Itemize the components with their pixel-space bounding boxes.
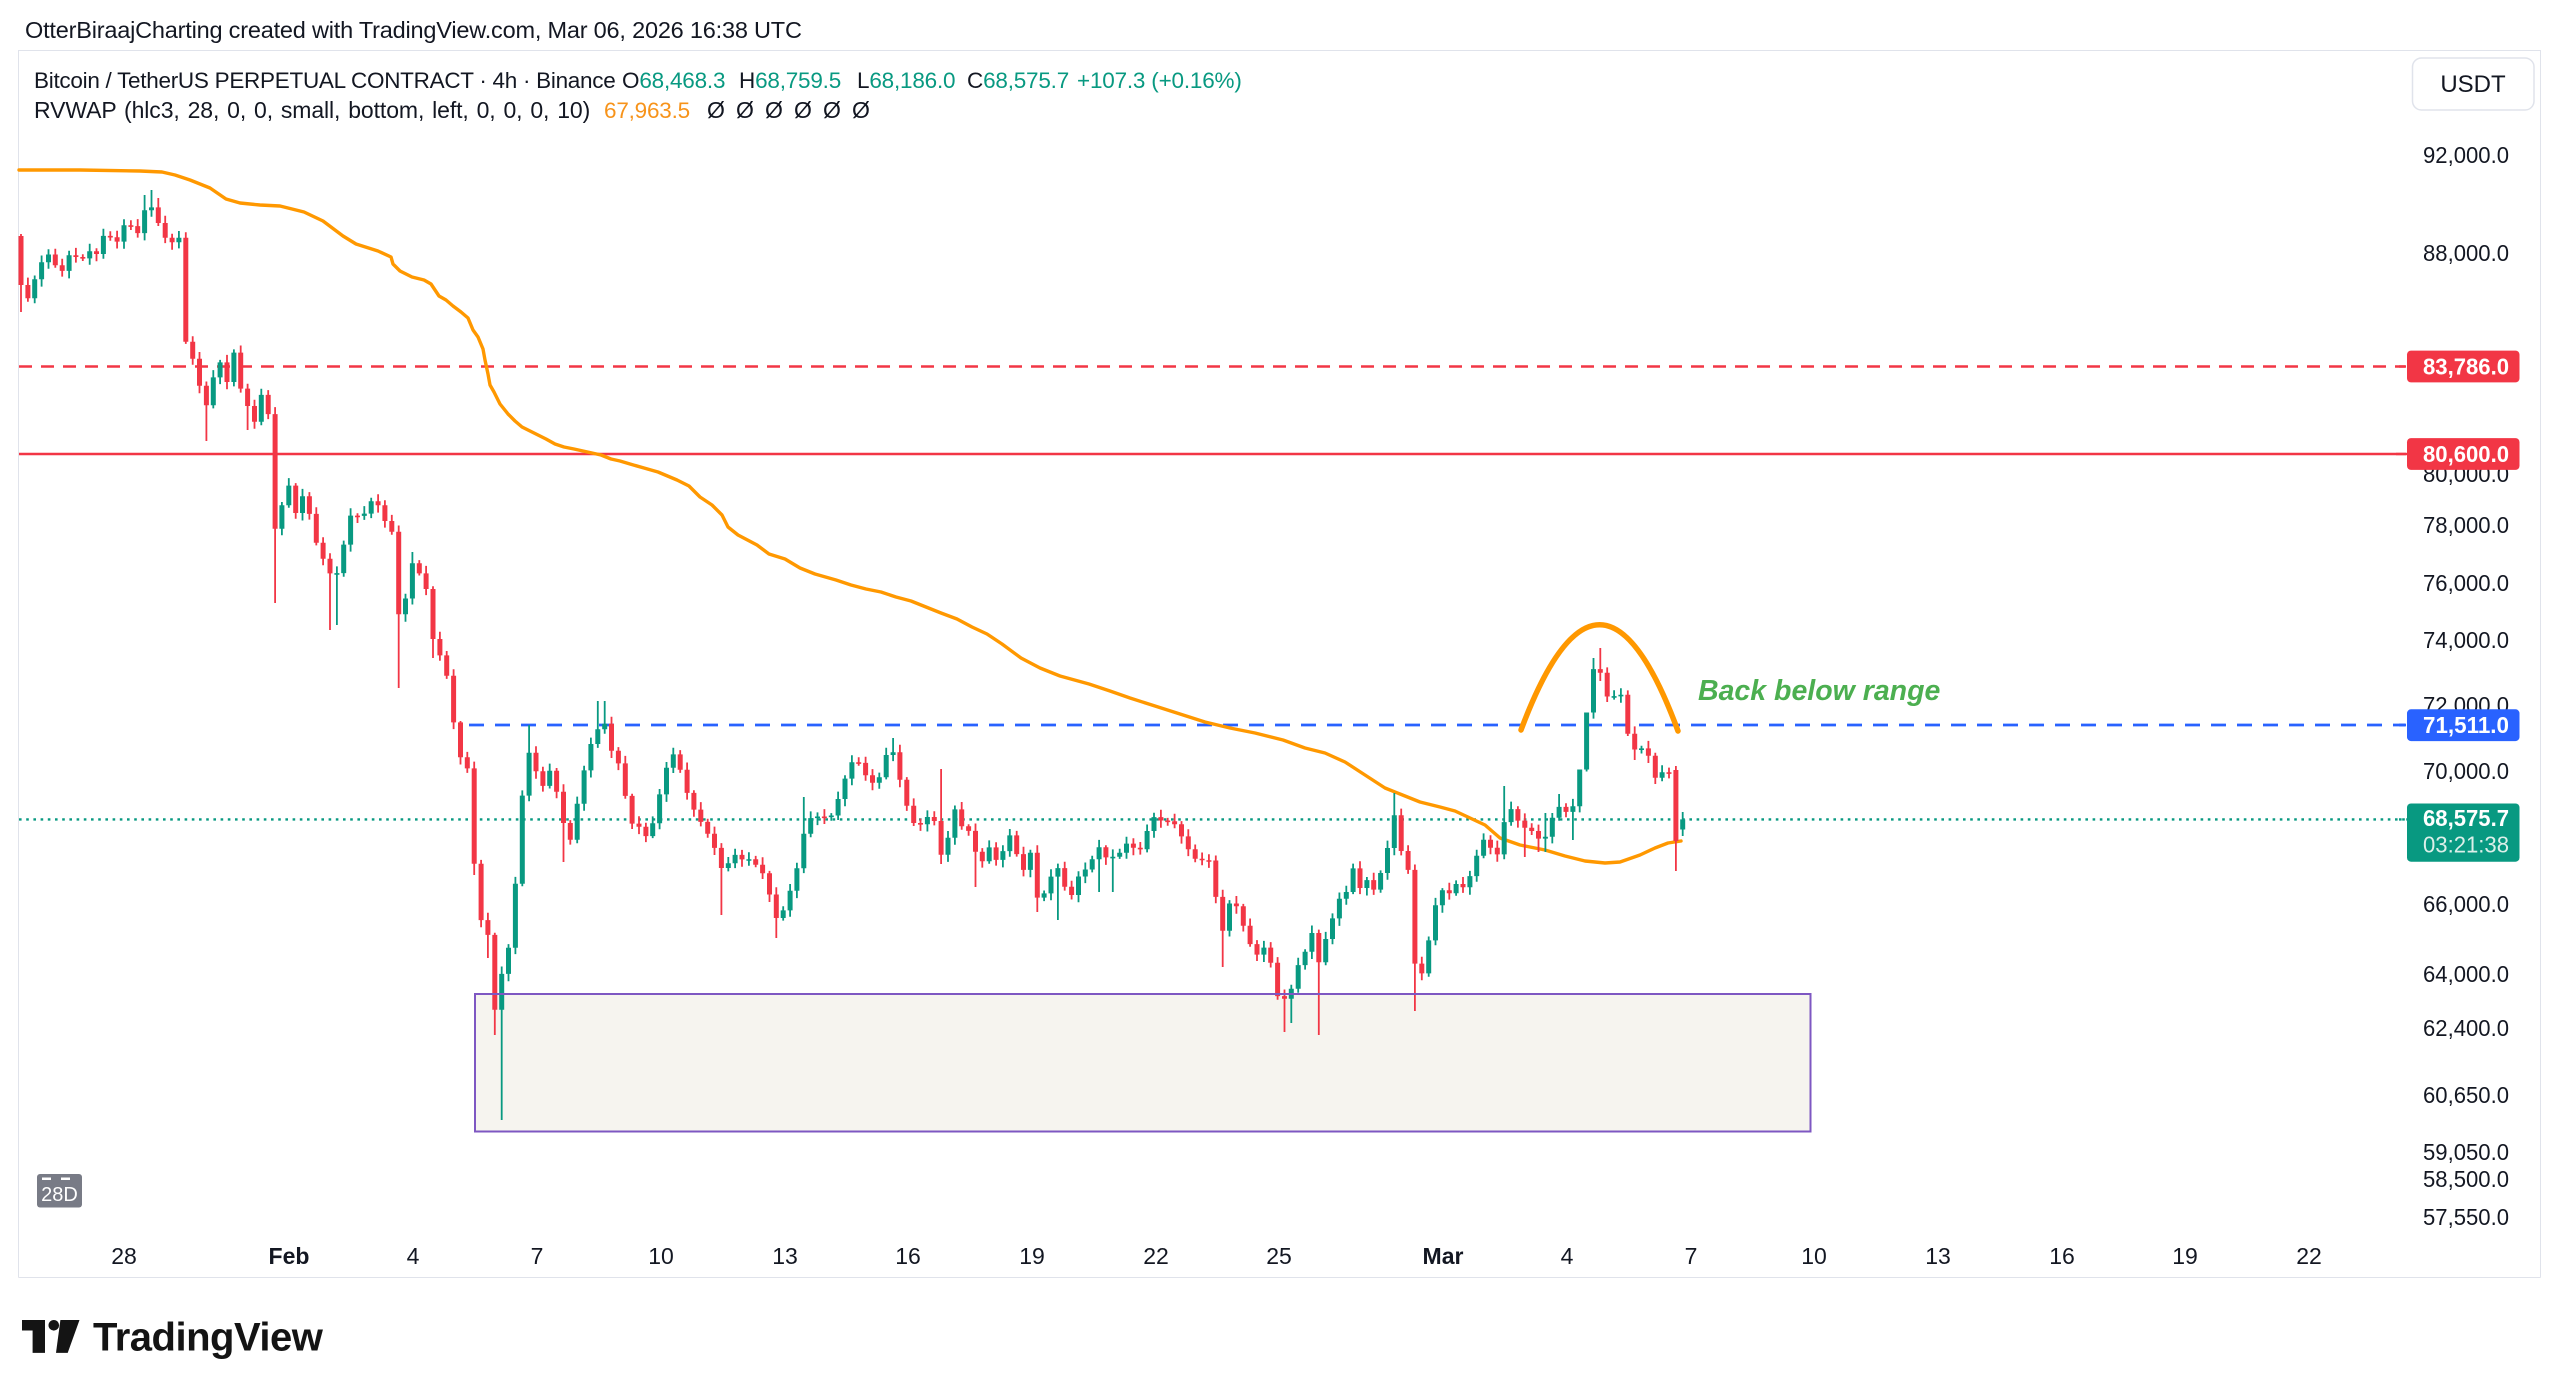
svg-text:10: 10 <box>1801 1243 1827 1269</box>
svg-text:O68,468.3: O68,468.3 <box>622 68 725 93</box>
svg-text:Ø: Ø <box>852 97 870 123</box>
svg-text:22: 22 <box>1143 1243 1169 1269</box>
svg-text:RVWAP (hlc3, 28, 0, 0, small,: RVWAP (hlc3, 28, 0, 0, small, bottom, le… <box>34 97 590 123</box>
svg-text:Bitcoin / TetherUS PERPETUAL C: Bitcoin / TetherUS PERPETUAL CONTRACT · … <box>34 68 615 93</box>
svg-text:TradingView: TradingView <box>93 1316 324 1360</box>
svg-text:74,000.0: 74,000.0 <box>2423 627 2509 653</box>
svg-text:58,500.0: 58,500.0 <box>2423 1166 2509 1192</box>
svg-text:71,511.0: 71,511.0 <box>2423 712 2509 738</box>
svg-text:OtterBiraajCharting created wi: OtterBiraajCharting created with Trading… <box>25 17 802 43</box>
svg-text:16: 16 <box>895 1243 921 1269</box>
svg-text:83,786.0: 83,786.0 <box>2423 354 2509 380</box>
svg-text:+107.3 (+0.16%): +107.3 (+0.16%) <box>1077 68 1242 93</box>
svg-text:70,000.0: 70,000.0 <box>2423 758 2509 784</box>
svg-text:Back below range: Back below range <box>1698 675 1940 707</box>
svg-text:Mar: Mar <box>1423 1243 1464 1269</box>
svg-text:4: 4 <box>1561 1243 1574 1269</box>
svg-text:76,000.0: 76,000.0 <box>2423 570 2509 596</box>
svg-text:28D: 28D <box>41 1184 78 1206</box>
svg-text:78,000.0: 78,000.0 <box>2423 512 2509 538</box>
svg-text:10: 10 <box>648 1243 674 1269</box>
svg-text:19: 19 <box>2172 1243 2198 1269</box>
svg-text:25: 25 <box>1266 1243 1292 1269</box>
svg-text:28: 28 <box>111 1243 137 1269</box>
svg-text:7: 7 <box>1685 1243 1698 1269</box>
svg-text:Ø: Ø <box>794 97 812 123</box>
svg-text:92,000.0: 92,000.0 <box>2423 142 2509 168</box>
svg-text:64,000.0: 64,000.0 <box>2423 961 2509 987</box>
svg-text:Ø: Ø <box>823 97 841 123</box>
svg-text:16: 16 <box>2049 1243 2075 1269</box>
svg-text:66,000.0: 66,000.0 <box>2423 891 2509 917</box>
svg-text:USDT: USDT <box>2440 71 2506 98</box>
svg-text:L68,186.0: L68,186.0 <box>857 68 955 93</box>
svg-text:C68,575.7: C68,575.7 <box>967 68 1069 93</box>
svg-text:Ø: Ø <box>765 97 783 123</box>
svg-text:19: 19 <box>1019 1243 1045 1269</box>
svg-text:13: 13 <box>1925 1243 1951 1269</box>
svg-text:88,000.0: 88,000.0 <box>2423 240 2509 266</box>
svg-text:H68,759.5: H68,759.5 <box>739 68 841 93</box>
svg-text:67,963.5: 67,963.5 <box>604 98 690 123</box>
svg-text:Feb: Feb <box>269 1243 310 1269</box>
svg-text:68,575.7: 68,575.7 <box>2423 805 2509 831</box>
svg-text:03:21:38: 03:21:38 <box>2423 832 2509 858</box>
svg-text:59,050.0: 59,050.0 <box>2423 1139 2509 1165</box>
svg-text:7: 7 <box>531 1243 544 1269</box>
svg-text:62,400.0: 62,400.0 <box>2423 1015 2509 1041</box>
svg-text:13: 13 <box>772 1243 798 1269</box>
svg-text:80,600.0: 80,600.0 <box>2423 441 2509 467</box>
svg-text:57,550.0: 57,550.0 <box>2423 1204 2509 1230</box>
svg-text:4: 4 <box>407 1243 420 1269</box>
svg-text:Ø: Ø <box>707 97 725 123</box>
svg-text:60,650.0: 60,650.0 <box>2423 1082 2509 1108</box>
svg-text:22: 22 <box>2296 1243 2322 1269</box>
svg-text:Ø: Ø <box>736 97 754 123</box>
